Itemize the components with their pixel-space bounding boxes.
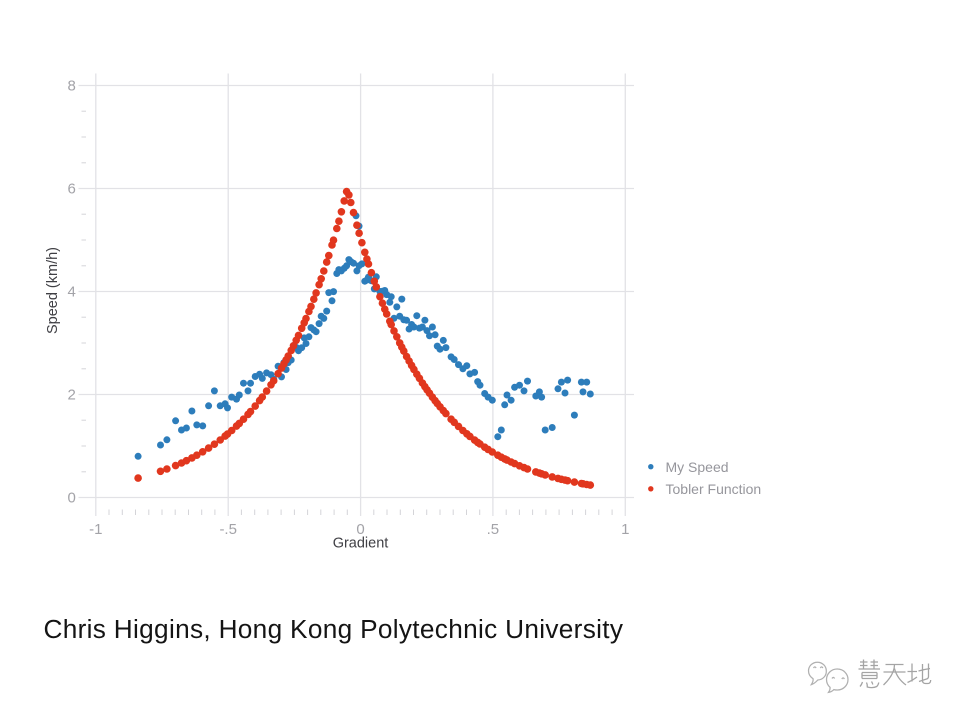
svg-text:8: 8 [67,78,75,95]
svg-text:0: 0 [356,521,364,538]
svg-text:6: 6 [67,181,75,198]
svg-text:2: 2 [67,387,75,404]
svg-text:My Speed: My Speed [666,459,729,475]
svg-text:-.5: -.5 [219,521,237,538]
svg-text:0: 0 [67,490,75,507]
svg-text:.5: .5 [487,521,500,538]
svg-text:Gradient: Gradient [333,536,389,552]
svg-text:4: 4 [67,284,75,301]
svg-text:1: 1 [621,521,629,538]
svg-text:-1: -1 [89,521,102,538]
svg-text:Speed (km/h): Speed (km/h) [45,247,61,334]
svg-text:Chris Higgins, Hong Kong Polyt: Chris Higgins, Hong Kong Polytechnic Uni… [44,614,624,644]
svg-text:Tobler Function: Tobler Function [666,481,762,497]
